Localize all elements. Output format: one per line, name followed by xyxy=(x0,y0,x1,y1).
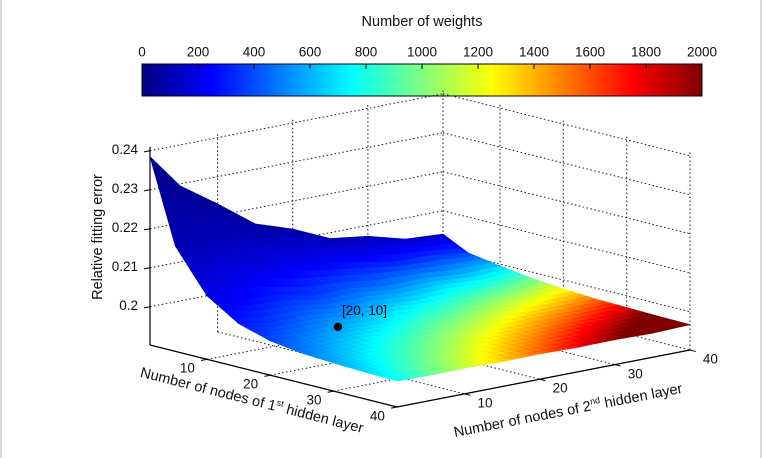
colorbar-tick-label: 1600 xyxy=(574,44,606,60)
colorbar-tick-label: 200 xyxy=(186,44,210,60)
z-tick-label: 0.2 xyxy=(119,297,138,313)
z-tick-label: 0.24 xyxy=(111,141,138,157)
z-tick-label: 0.21 xyxy=(111,258,138,274)
colorbar-tick-label: 1400 xyxy=(518,44,550,60)
colorbar-tick-label: 1000 xyxy=(406,44,438,60)
x-tick-label: 10 xyxy=(179,360,195,376)
x-tick-label: 40 xyxy=(369,408,385,424)
colorbar-tick-label: 800 xyxy=(354,44,378,60)
colorbar-title: Number of weights xyxy=(361,14,483,30)
z-tick-label: 0.22 xyxy=(111,219,138,235)
annotation-label: [20, 10] xyxy=(341,302,387,318)
colorbar xyxy=(142,64,702,96)
colorbar-tick-label: 1200 xyxy=(462,44,494,60)
x-tick-label: 30 xyxy=(306,392,322,408)
y-tick-label: 40 xyxy=(702,351,718,367)
z-tick-label: 0.23 xyxy=(111,180,138,196)
y-tick-label: 20 xyxy=(552,380,568,396)
colorbar-tick-label: 2000 xyxy=(686,44,718,60)
colorbar-tick-label: 600 xyxy=(298,44,322,60)
colorbar-tick-label: 1800 xyxy=(630,44,662,60)
y-tick-label: 30 xyxy=(627,366,643,382)
colorbar-tick-label: 0 xyxy=(138,44,146,60)
y-tick-label: 10 xyxy=(477,395,493,411)
x-tick-label: 20 xyxy=(243,376,259,392)
colorbar-tick-label: 400 xyxy=(242,44,266,60)
